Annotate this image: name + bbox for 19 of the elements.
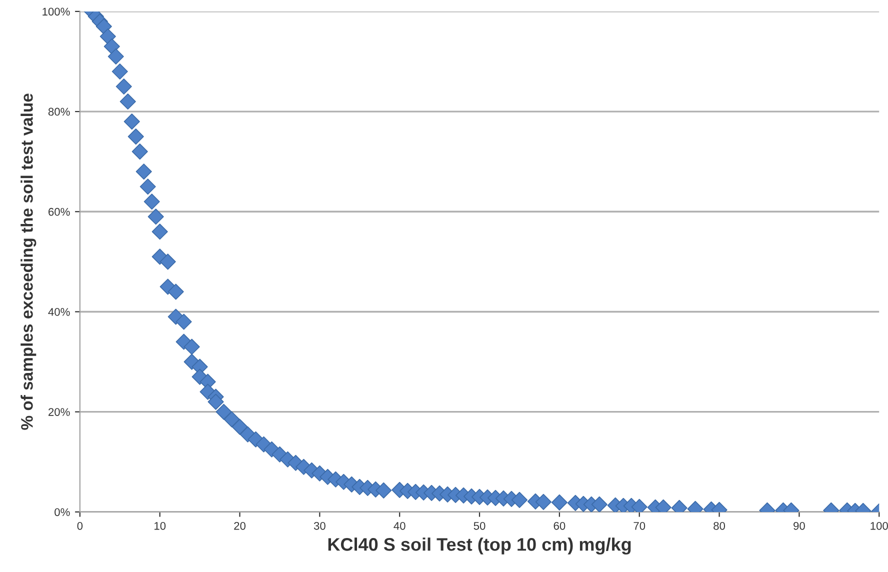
x-tick-label: 70 xyxy=(634,522,646,530)
y-tick-label: 40% xyxy=(48,308,70,316)
x-tick-label: 0 xyxy=(77,522,83,530)
x-tick-label: 30 xyxy=(314,522,326,530)
x-tick-label: 10 xyxy=(154,522,166,530)
x-tick-label: 90 xyxy=(794,522,805,530)
x-tick-label: 50 xyxy=(474,522,486,530)
x-tick-label: 20 xyxy=(234,522,246,530)
y-tick-label: 100% xyxy=(42,8,70,16)
y-tick-label: 80% xyxy=(48,108,70,116)
x-tick-label: 80 xyxy=(714,522,726,530)
y-tick-label: 60% xyxy=(48,208,70,216)
y-tick-label: 20% xyxy=(48,408,70,416)
y-axis-title: % of samples exceeding the soil test value xyxy=(20,94,36,430)
y-tick-label: 0% xyxy=(54,508,70,516)
x-tick-label: 40 xyxy=(394,522,406,530)
x-tick-label: 100 xyxy=(870,522,888,530)
x-tick-label: 60 xyxy=(554,522,566,530)
x-axis-title: KCl40 S soil Test (top 10 cm) mg/kg xyxy=(328,538,631,554)
